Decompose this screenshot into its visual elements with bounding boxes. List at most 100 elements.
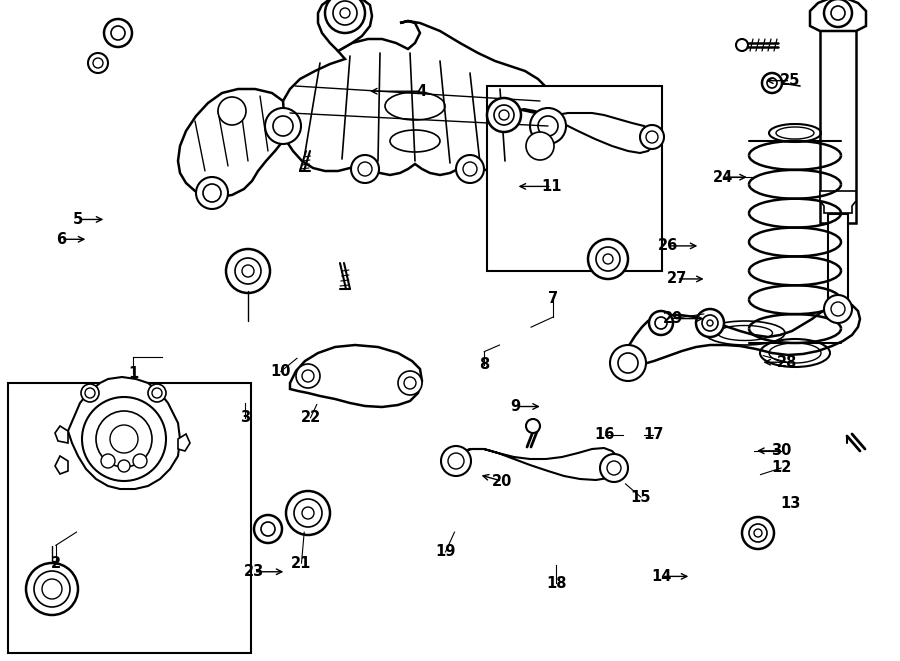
Circle shape bbox=[596, 247, 620, 271]
Circle shape bbox=[235, 258, 261, 284]
Circle shape bbox=[824, 0, 852, 27]
Circle shape bbox=[702, 315, 718, 331]
Circle shape bbox=[649, 311, 673, 335]
Polygon shape bbox=[810, 0, 866, 31]
Text: 10: 10 bbox=[271, 364, 291, 379]
Text: 12: 12 bbox=[771, 461, 791, 475]
Text: 25: 25 bbox=[780, 73, 800, 88]
Circle shape bbox=[588, 239, 628, 279]
Circle shape bbox=[265, 108, 301, 144]
Circle shape bbox=[358, 162, 372, 176]
Circle shape bbox=[34, 571, 70, 607]
Polygon shape bbox=[290, 345, 422, 407]
Text: 4: 4 bbox=[416, 84, 427, 98]
Circle shape bbox=[93, 58, 103, 68]
Polygon shape bbox=[318, 0, 372, 51]
Circle shape bbox=[398, 371, 422, 395]
Text: 21: 21 bbox=[292, 556, 311, 570]
Text: 2: 2 bbox=[50, 556, 61, 570]
Text: 30: 30 bbox=[771, 444, 791, 458]
Polygon shape bbox=[55, 456, 68, 474]
Polygon shape bbox=[500, 109, 655, 153]
Text: 23: 23 bbox=[244, 564, 264, 579]
Text: 15: 15 bbox=[631, 490, 651, 504]
Circle shape bbox=[742, 517, 774, 549]
Circle shape bbox=[762, 73, 782, 93]
Polygon shape bbox=[68, 377, 180, 489]
Circle shape bbox=[749, 524, 767, 542]
Circle shape bbox=[530, 108, 566, 144]
Circle shape bbox=[333, 1, 357, 25]
Text: 5: 5 bbox=[73, 212, 84, 227]
Text: 22: 22 bbox=[301, 410, 320, 425]
Circle shape bbox=[696, 309, 724, 337]
Circle shape bbox=[538, 116, 558, 136]
Polygon shape bbox=[620, 303, 860, 365]
Circle shape bbox=[526, 419, 540, 433]
Polygon shape bbox=[130, 389, 172, 423]
Circle shape bbox=[81, 384, 99, 402]
Circle shape bbox=[499, 110, 509, 120]
Circle shape bbox=[824, 295, 852, 323]
Circle shape bbox=[42, 579, 62, 599]
Circle shape bbox=[618, 353, 638, 373]
Circle shape bbox=[254, 515, 282, 543]
Text: 8: 8 bbox=[479, 358, 490, 372]
Circle shape bbox=[152, 388, 162, 398]
Circle shape bbox=[261, 522, 275, 536]
Circle shape bbox=[351, 155, 379, 183]
Circle shape bbox=[646, 131, 658, 143]
Circle shape bbox=[487, 98, 521, 132]
Circle shape bbox=[526, 132, 554, 160]
Circle shape bbox=[404, 377, 416, 389]
Circle shape bbox=[104, 19, 132, 47]
Circle shape bbox=[218, 97, 246, 125]
Polygon shape bbox=[75, 389, 105, 423]
Bar bbox=[828, 214, 848, 309]
Circle shape bbox=[707, 320, 713, 326]
Circle shape bbox=[26, 563, 78, 615]
Circle shape bbox=[340, 8, 350, 18]
Polygon shape bbox=[55, 426, 68, 443]
Circle shape bbox=[831, 6, 845, 20]
Circle shape bbox=[82, 397, 166, 481]
Circle shape bbox=[610, 345, 646, 381]
Circle shape bbox=[302, 507, 314, 519]
Circle shape bbox=[494, 105, 514, 125]
Polygon shape bbox=[178, 434, 190, 451]
Text: 24: 24 bbox=[713, 170, 733, 184]
Circle shape bbox=[463, 162, 477, 176]
Circle shape bbox=[448, 453, 464, 469]
Circle shape bbox=[85, 388, 95, 398]
Circle shape bbox=[101, 454, 115, 468]
Circle shape bbox=[196, 177, 228, 209]
Text: 1: 1 bbox=[128, 366, 139, 381]
Circle shape bbox=[273, 116, 293, 136]
Circle shape bbox=[302, 370, 314, 382]
Circle shape bbox=[441, 446, 471, 476]
Circle shape bbox=[754, 529, 762, 537]
Circle shape bbox=[203, 184, 221, 202]
Circle shape bbox=[242, 265, 254, 277]
Circle shape bbox=[736, 39, 748, 51]
Circle shape bbox=[640, 125, 664, 149]
Text: 20: 20 bbox=[492, 474, 512, 488]
Polygon shape bbox=[280, 21, 558, 175]
Circle shape bbox=[325, 0, 365, 33]
Circle shape bbox=[88, 53, 108, 73]
Circle shape bbox=[296, 364, 320, 388]
Text: 19: 19 bbox=[436, 545, 455, 559]
Text: 17: 17 bbox=[644, 428, 663, 442]
Bar bbox=[8, 383, 251, 653]
Bar bbox=[487, 86, 662, 271]
Circle shape bbox=[133, 454, 147, 468]
Circle shape bbox=[456, 155, 484, 183]
Bar bbox=[820, 13, 856, 223]
Text: 27: 27 bbox=[667, 272, 687, 286]
Circle shape bbox=[767, 78, 777, 88]
Circle shape bbox=[607, 461, 621, 475]
Circle shape bbox=[603, 254, 613, 264]
Polygon shape bbox=[178, 89, 285, 197]
Text: 14: 14 bbox=[652, 569, 671, 584]
Circle shape bbox=[110, 425, 138, 453]
